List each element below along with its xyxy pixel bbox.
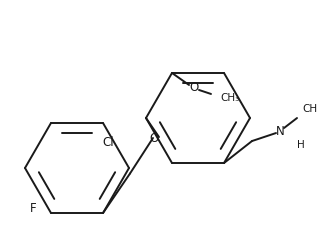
Text: O: O: [149, 131, 158, 145]
Text: N: N: [275, 125, 284, 137]
Text: F: F: [30, 201, 36, 215]
Text: CH₃: CH₃: [220, 93, 239, 103]
Text: H: H: [297, 140, 305, 150]
Text: CH₃: CH₃: [302, 104, 317, 114]
Text: O: O: [189, 81, 199, 94]
Text: Cl: Cl: [102, 136, 114, 149]
